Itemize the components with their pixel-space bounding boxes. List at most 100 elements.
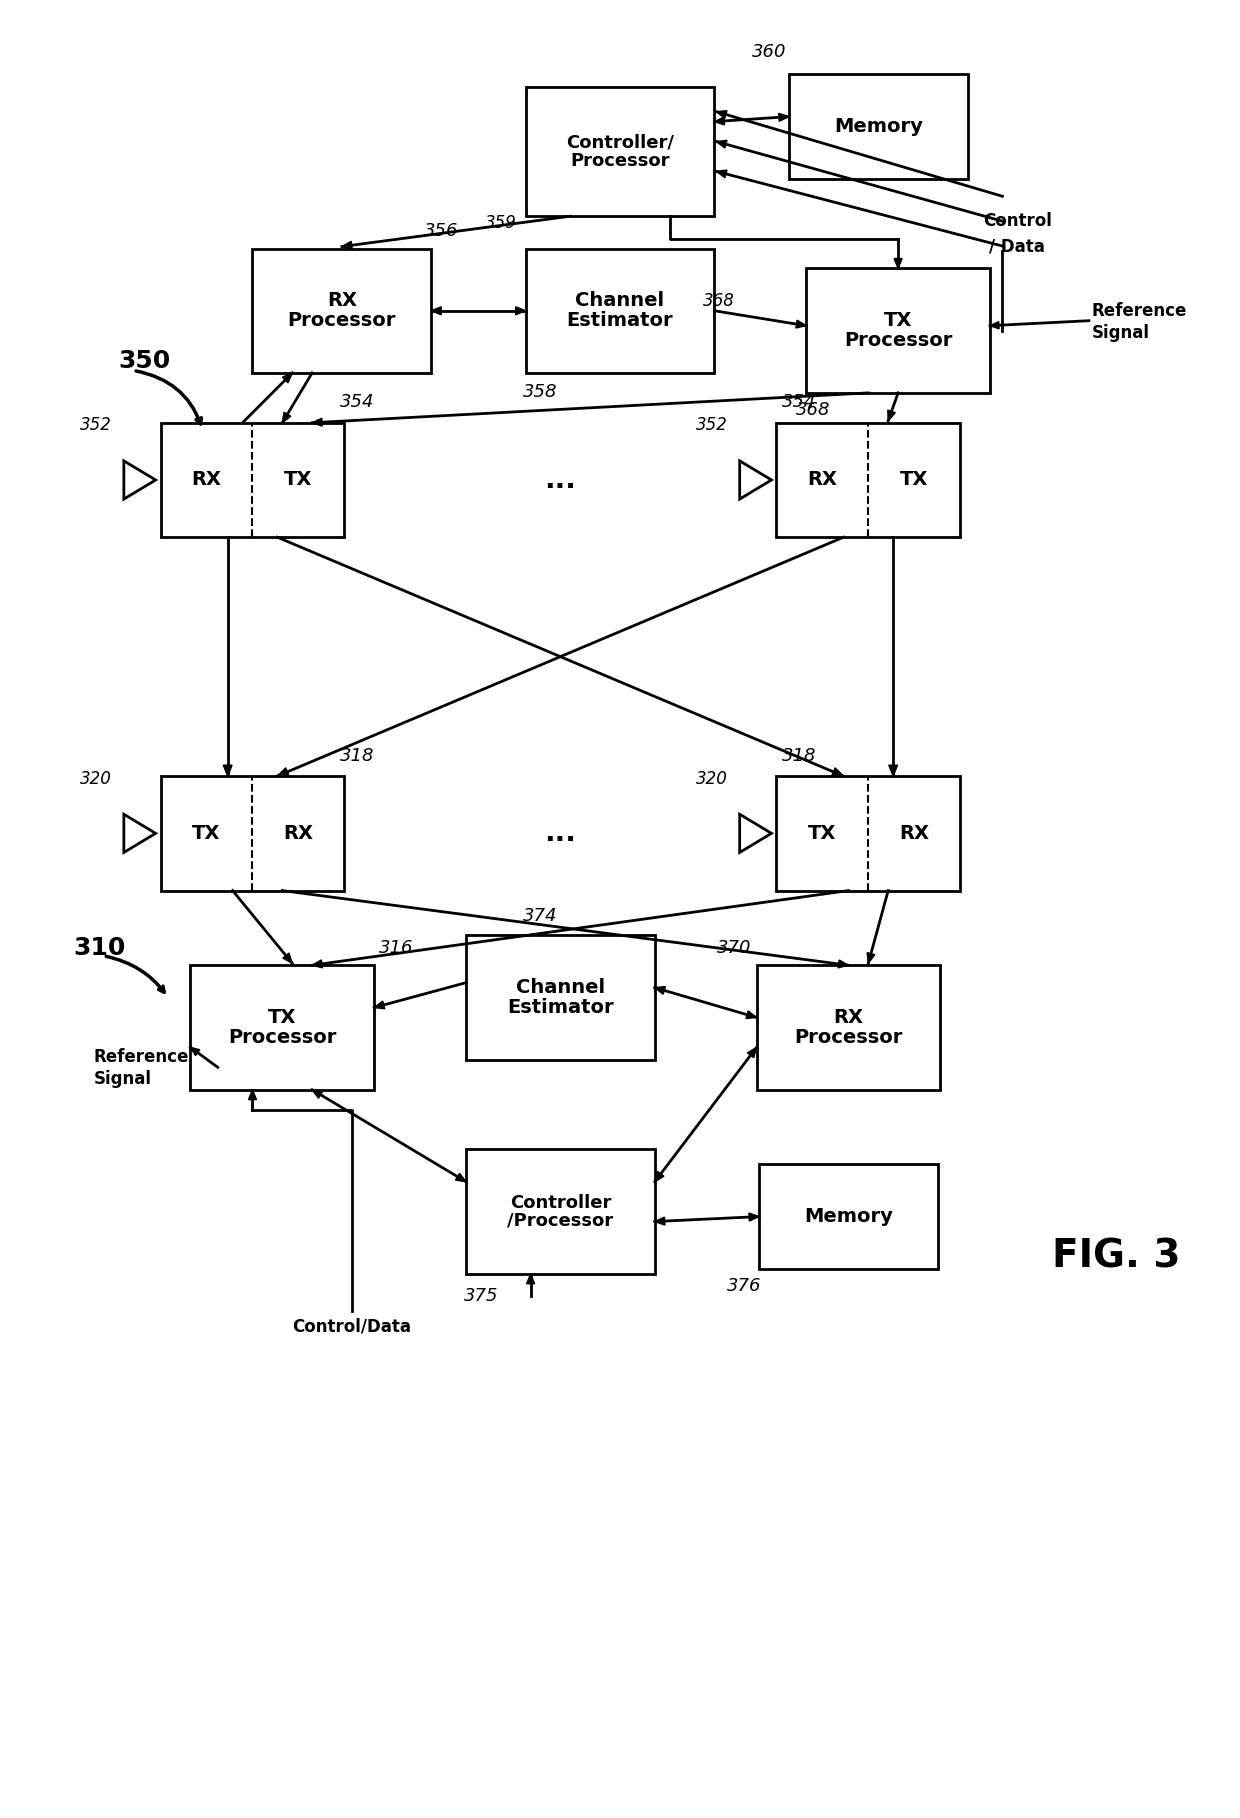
Text: 310: 310 (73, 936, 126, 960)
Text: 358: 358 (523, 384, 558, 402)
Polygon shape (432, 307, 441, 315)
Bar (776, 424, 960, 536)
Polygon shape (516, 307, 526, 315)
Text: 316: 316 (379, 938, 414, 956)
Polygon shape (796, 320, 806, 327)
Polygon shape (838, 960, 848, 967)
Text: TX: TX (808, 824, 837, 844)
Bar (526, 249, 714, 373)
Polygon shape (374, 1002, 384, 1009)
Polygon shape (312, 418, 322, 425)
Text: TX: TX (192, 824, 221, 844)
Text: 320: 320 (81, 769, 112, 787)
Text: Reference: Reference (1091, 302, 1187, 320)
Bar (191, 965, 374, 1089)
Polygon shape (283, 953, 293, 964)
Text: 350: 350 (118, 349, 171, 373)
Text: 370: 370 (717, 938, 751, 956)
Polygon shape (867, 953, 874, 964)
Polygon shape (894, 258, 901, 269)
Text: Memory: Memory (804, 1207, 893, 1225)
Text: Channel: Channel (516, 978, 605, 998)
Polygon shape (888, 411, 895, 420)
Bar (806, 269, 990, 393)
Text: ...: ... (544, 465, 577, 494)
Polygon shape (342, 242, 352, 249)
Text: 320: 320 (696, 769, 728, 787)
Bar (161, 776, 345, 891)
Text: Controller: Controller (510, 1194, 611, 1211)
Polygon shape (655, 1216, 665, 1225)
Text: Processor: Processor (795, 1027, 903, 1047)
Polygon shape (746, 1011, 756, 1018)
Text: 354: 354 (781, 393, 816, 411)
Polygon shape (717, 111, 727, 118)
Bar (466, 1149, 655, 1274)
Polygon shape (714, 116, 724, 125)
Text: TX: TX (284, 471, 312, 489)
Text: 354: 354 (340, 393, 374, 411)
Text: 352: 352 (81, 416, 112, 435)
Polygon shape (779, 113, 789, 122)
Text: Processor: Processor (844, 331, 952, 349)
Text: 375: 375 (464, 1287, 498, 1305)
Text: 376: 376 (727, 1278, 761, 1294)
Text: Memory: Memory (833, 116, 923, 136)
Bar (756, 965, 940, 1089)
Bar (466, 936, 655, 1060)
Text: 359: 359 (485, 215, 517, 233)
Polygon shape (990, 322, 999, 329)
Text: RX: RX (191, 471, 222, 489)
Text: Signal: Signal (1091, 324, 1149, 342)
Polygon shape (223, 765, 232, 776)
Polygon shape (749, 1213, 759, 1222)
Polygon shape (889, 765, 898, 776)
Text: ...: ... (544, 820, 577, 847)
Text: 356: 356 (424, 222, 459, 240)
Polygon shape (527, 1274, 534, 1284)
Polygon shape (748, 1047, 756, 1058)
Text: RX: RX (899, 824, 929, 844)
Bar (253, 249, 432, 373)
Text: Estimator: Estimator (507, 998, 614, 1016)
Polygon shape (248, 1089, 257, 1100)
Bar (789, 75, 967, 178)
Polygon shape (717, 140, 727, 147)
Text: Reference: Reference (93, 1049, 188, 1067)
Polygon shape (278, 767, 289, 776)
Text: Estimator: Estimator (567, 311, 673, 331)
Polygon shape (455, 1173, 466, 1182)
Text: 360: 360 (751, 44, 786, 62)
Text: 352: 352 (696, 416, 728, 435)
Text: Channel: Channel (575, 291, 665, 311)
Polygon shape (832, 767, 843, 776)
Polygon shape (191, 1047, 200, 1056)
Text: /Processor: /Processor (507, 1211, 614, 1229)
Text: 368: 368 (796, 402, 831, 420)
Polygon shape (655, 1171, 663, 1182)
Polygon shape (655, 987, 666, 994)
Text: 318: 318 (781, 747, 816, 765)
Text: Controller/: Controller/ (565, 133, 675, 151)
Bar (776, 776, 960, 891)
Text: Processor: Processor (228, 1027, 336, 1047)
Text: 318: 318 (340, 747, 374, 765)
Text: TX: TX (900, 471, 929, 489)
Polygon shape (717, 171, 727, 178)
Text: TX: TX (884, 311, 913, 331)
Text: RX: RX (284, 824, 314, 844)
Text: RX: RX (807, 471, 837, 489)
Polygon shape (312, 960, 322, 967)
Text: TX: TX (268, 1009, 296, 1027)
Text: FIG. 3: FIG. 3 (1053, 1238, 1180, 1276)
Bar (759, 1164, 937, 1269)
Text: Control/Data: Control/Data (293, 1316, 412, 1334)
Text: 368: 368 (703, 293, 735, 309)
Text: Processor: Processor (570, 151, 670, 169)
Polygon shape (283, 413, 291, 424)
Text: RX: RX (327, 291, 357, 311)
Bar (526, 87, 714, 216)
Text: Signal: Signal (93, 1071, 151, 1089)
Text: Processor: Processor (288, 311, 396, 331)
Bar (161, 424, 345, 536)
